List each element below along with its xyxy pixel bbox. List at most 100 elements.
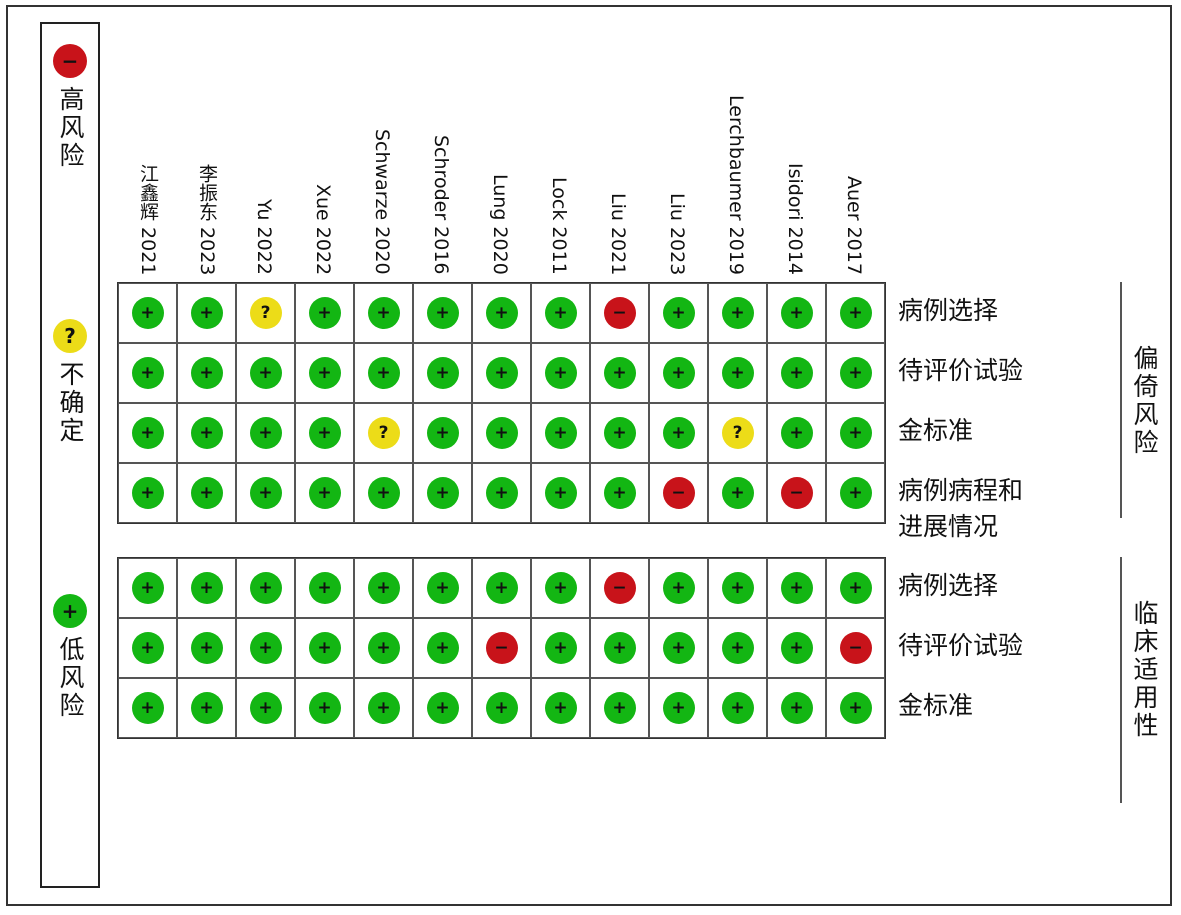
rating-cell: − xyxy=(767,463,826,523)
rating-cell: + xyxy=(236,403,295,463)
group-divider-line xyxy=(1120,557,1122,803)
low-risk-icon: + xyxy=(308,477,341,509)
low-risk-icon: + xyxy=(249,417,282,449)
legend-low: + 低风险 xyxy=(42,594,98,720)
group-divider-line xyxy=(1120,282,1122,518)
low-risk-icon: + xyxy=(780,692,813,724)
rating-cell: − xyxy=(649,463,708,523)
rating-cell: + xyxy=(767,558,826,618)
low-risk-icon: + xyxy=(721,632,754,664)
low-risk-icon: + xyxy=(367,572,400,604)
low-risk-icon: + xyxy=(544,417,577,449)
low-risk-icon: + xyxy=(662,572,695,604)
low-risk-icon: + xyxy=(367,692,400,724)
study-label: Lung 2020 xyxy=(489,174,511,275)
rating-cell: + xyxy=(236,558,295,618)
rating-cell: + xyxy=(649,618,708,678)
rating-cell: − xyxy=(590,283,649,343)
high-risk-icon: − xyxy=(780,477,813,509)
rating-cell: + xyxy=(118,558,177,618)
rating-cell: + xyxy=(767,678,826,738)
low-risk-icon: + xyxy=(190,572,223,604)
rating-cell: + xyxy=(413,618,472,678)
low-risk-icon: + xyxy=(308,632,341,664)
rating-cell: + xyxy=(354,558,413,618)
low-risk-icon: + xyxy=(190,357,223,389)
low-risk-icon: + xyxy=(131,357,164,389)
rating-cell: + xyxy=(295,343,354,403)
rating-cell: + xyxy=(531,343,590,403)
study-label: 李振东 2023 xyxy=(196,163,218,275)
rating-cell: − xyxy=(826,618,885,678)
high-risk-icon: − xyxy=(662,477,695,509)
domain-grid: + +? + + + + + − + + + + + + + + + + + + + + + + + + + + +? + + + + +? + + +… xyxy=(117,282,886,524)
rating-cell: + xyxy=(649,343,708,403)
rating-cell: + xyxy=(413,343,472,403)
low-risk-icon: + xyxy=(780,632,813,664)
rating-cell: + xyxy=(708,463,767,523)
low-risk-icon: + xyxy=(308,357,341,389)
low-risk-icon: + xyxy=(603,632,636,664)
rating-cell: + xyxy=(531,283,590,343)
low-risk-icon: + xyxy=(839,572,872,604)
rating-cell: + xyxy=(649,558,708,618)
low-risk-icon: + xyxy=(190,692,223,724)
low-risk-icon: + xyxy=(662,692,695,724)
legend-low-label: 低风险 xyxy=(56,636,85,720)
low-risk-icon: + xyxy=(544,572,577,604)
low-risk-icon: + xyxy=(426,417,459,449)
low-risk-icon: + xyxy=(53,594,87,628)
rating-cell: + xyxy=(413,678,472,738)
rating-cell: + xyxy=(708,618,767,678)
rating-cell: + xyxy=(413,283,472,343)
domain-label: 金标准 xyxy=(898,691,974,720)
low-risk-icon: + xyxy=(839,692,872,724)
rating-cell: + xyxy=(531,618,590,678)
low-risk-icon: + xyxy=(780,357,813,389)
low-risk-icon: + xyxy=(603,417,636,449)
unclear-risk-icon: ? xyxy=(53,319,87,353)
rating-cell: + xyxy=(649,678,708,738)
unclear-risk-icon: ? xyxy=(249,297,282,329)
low-risk-icon: + xyxy=(249,357,282,389)
domain-label: 病例病程和 进展情况 xyxy=(898,476,1024,541)
unclear-risk-icon: ? xyxy=(367,417,400,449)
low-risk-icon: + xyxy=(426,572,459,604)
domain-label: 待评价试验 xyxy=(898,356,1024,385)
low-risk-icon: + xyxy=(544,297,577,329)
low-risk-icon: + xyxy=(544,632,577,664)
study-label: Isidori 2014 xyxy=(784,163,806,275)
high-risk-icon: − xyxy=(53,44,87,78)
legend-unclear-label: 不确定 xyxy=(56,361,85,445)
rating-cell: + xyxy=(354,343,413,403)
high-risk-icon: − xyxy=(603,297,636,329)
group-label: 临床适用性 xyxy=(1130,600,1159,740)
low-risk-icon: + xyxy=(839,357,872,389)
rating-cell: + xyxy=(295,463,354,523)
low-risk-icon: + xyxy=(249,692,282,724)
rating-cell: + xyxy=(354,618,413,678)
low-risk-icon: + xyxy=(308,417,341,449)
rating-cell: + xyxy=(826,558,885,618)
rating-cell: + xyxy=(354,283,413,343)
rating-cell: + xyxy=(118,618,177,678)
low-risk-icon: + xyxy=(839,417,872,449)
rating-cell: + xyxy=(177,618,236,678)
study-label: Lerchbaumer 2019 xyxy=(725,95,747,275)
rating-cell: + xyxy=(590,403,649,463)
low-risk-icon: + xyxy=(190,632,223,664)
low-risk-icon: + xyxy=(426,632,459,664)
rating-cell: ? xyxy=(708,403,767,463)
study-label: Yu 2022 xyxy=(253,199,275,275)
rating-cell: + xyxy=(767,283,826,343)
rating-cell: + xyxy=(708,678,767,738)
rating-cell: + xyxy=(118,678,177,738)
rating-cell: + xyxy=(590,618,649,678)
rating-cell: + xyxy=(295,618,354,678)
legend-high-label: 高风险 xyxy=(56,86,85,170)
rating-cell: − xyxy=(590,558,649,618)
legend-box: − 高风险 ? 不确定 + 低风险 xyxy=(40,22,100,888)
low-risk-icon: + xyxy=(544,692,577,724)
domain-label: 待评价试验 xyxy=(898,631,1024,660)
